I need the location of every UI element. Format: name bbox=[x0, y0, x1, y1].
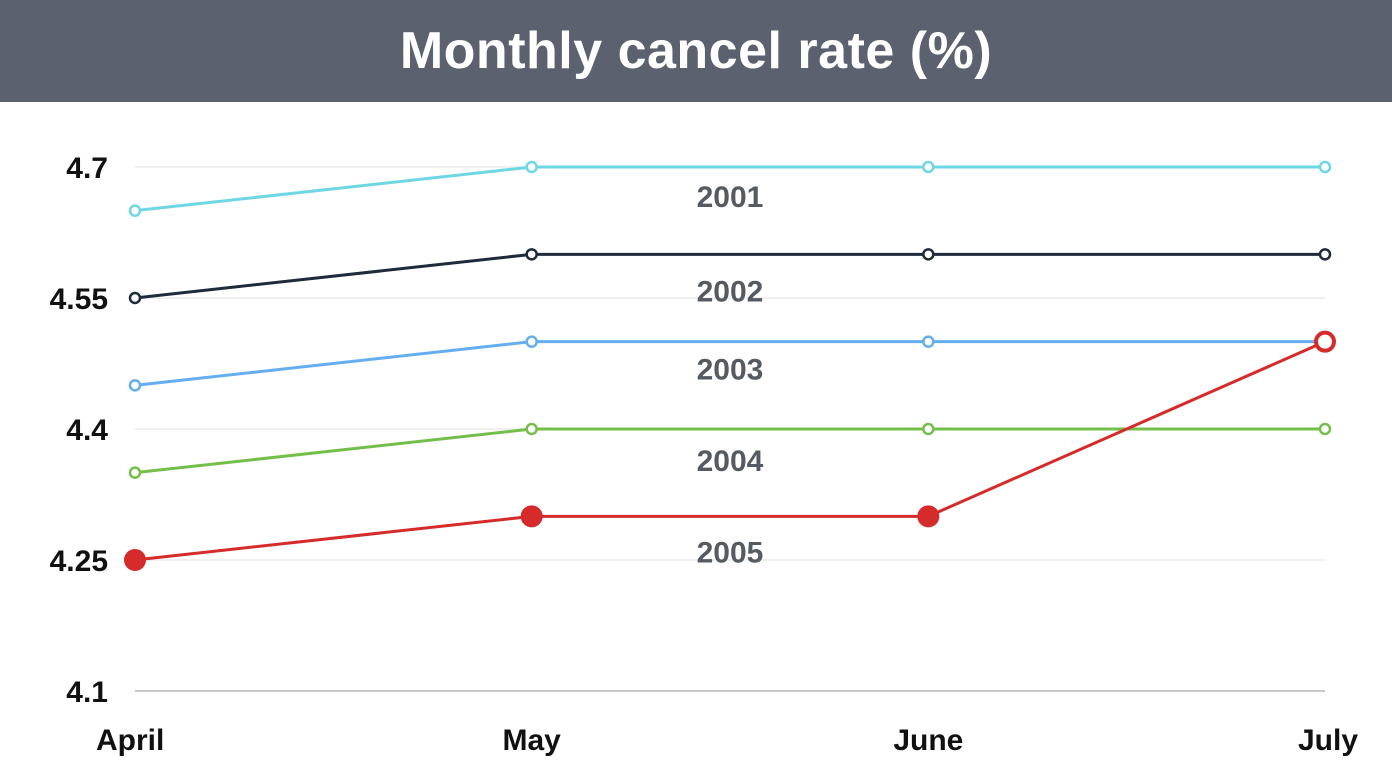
series-label-2003: 2003 bbox=[697, 354, 764, 387]
data-point-2002 bbox=[525, 248, 538, 261]
series-label-2001: 2001 bbox=[697, 181, 764, 214]
data-point-2005 bbox=[917, 505, 940, 528]
chart-title: Monthly cancel rate (%) bbox=[399, 22, 993, 80]
series-line-2005 bbox=[133, 340, 1327, 562]
y-tick-label: 4.55 bbox=[50, 283, 108, 316]
data-point-2001 bbox=[525, 160, 538, 174]
y-tick-label: 4.7 bbox=[66, 152, 108, 185]
data-point-2001 bbox=[922, 160, 935, 174]
data-point-2003 bbox=[922, 335, 935, 348]
data-point-2004 bbox=[128, 466, 142, 479]
series-label-2002: 2002 bbox=[697, 275, 764, 308]
series-label-2005: 2005 bbox=[697, 536, 764, 569]
x-tick-label: May bbox=[502, 724, 561, 757]
series-line-2002 bbox=[133, 252, 1327, 300]
x-tick-label: April bbox=[96, 724, 164, 757]
title-bar: Monthly cancel rate (%) bbox=[0, 0, 1392, 102]
data-point-2005 bbox=[124, 549, 146, 571]
data-point-2002 bbox=[1318, 248, 1332, 261]
data-point-2004 bbox=[922, 422, 935, 436]
series-line-2001 bbox=[133, 165, 1327, 213]
data-point-2003 bbox=[128, 379, 142, 392]
x-tick-label: July bbox=[1298, 724, 1358, 757]
series-line-2003 bbox=[133, 340, 1327, 387]
y-tick-label: 4.4 bbox=[66, 414, 108, 447]
data-point-2002 bbox=[922, 248, 935, 261]
data-point-2001 bbox=[128, 204, 142, 217]
data-point-2004 bbox=[525, 422, 538, 436]
y-tick-label: 4.1 bbox=[66, 676, 108, 709]
x-tick-label: June bbox=[893, 724, 963, 757]
y-tick-label: 4.25 bbox=[50, 545, 108, 578]
data-point-2004 bbox=[1318, 422, 1332, 436]
data-point-2005 bbox=[520, 505, 543, 528]
series-label-2004: 2004 bbox=[697, 445, 764, 478]
data-point-2003 bbox=[525, 335, 538, 348]
data-point-2002 bbox=[128, 291, 142, 305]
data-point-2005 bbox=[1314, 330, 1336, 353]
data-point-2001 bbox=[1318, 160, 1332, 174]
